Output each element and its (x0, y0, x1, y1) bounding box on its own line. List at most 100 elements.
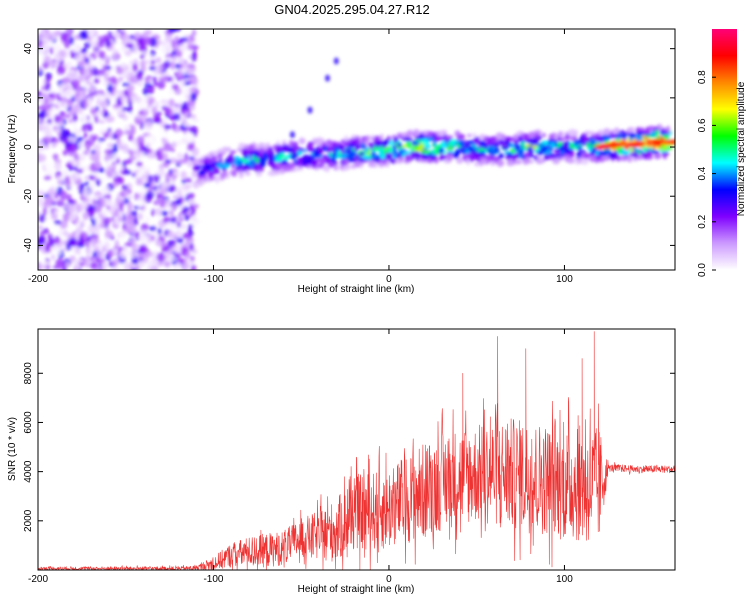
heatmap-ridge-blob (414, 130, 418, 137)
heatmap-ridge-blob (536, 156, 544, 163)
heatmap-ridge-blob (202, 166, 208, 173)
heatmap-ridge-blob (216, 162, 224, 169)
heatmap-noise-blob (126, 95, 132, 105)
heatmap-ridge-blob (486, 148, 493, 154)
heatmap-noise-blob (144, 216, 151, 224)
heatmap-ridge-blob (619, 142, 630, 148)
heatmap-noise-blob (59, 110, 66, 116)
heatmap-noise-blob (189, 125, 198, 135)
heatmap-noise-blob (156, 151, 163, 161)
heatmap-noise-blob (139, 54, 145, 59)
heatmap-noise-blob (187, 223, 194, 230)
heatmap-ridge-blob (362, 154, 369, 160)
heatmap-ridge-blob (293, 158, 298, 165)
heatmap-ridge-blob (478, 140, 486, 147)
heatmap-noise-blob (156, 252, 166, 263)
heatmap-noise-blob (84, 181, 90, 186)
heatmap-ridge-blob (569, 142, 574, 150)
heatmap-noise-blob (181, 68, 187, 75)
heatmap-ridge-blob (437, 130, 445, 137)
heatmap-noise-blob (143, 148, 152, 154)
heatmap-noise-blob (43, 201, 49, 208)
heatmap-noise-blob (145, 190, 155, 199)
heatmap-ridge-blob (282, 159, 288, 164)
heatmap-ridge-blob (426, 130, 433, 139)
heatmap-noise-blob (38, 111, 46, 118)
heatmap-noise-blob (189, 114, 197, 119)
heatmap-ridge-blob (611, 133, 619, 139)
heatmap-noise-blob (76, 250, 82, 256)
heatmap-streak-blob (333, 57, 339, 65)
heatmap-noise-blob (161, 242, 167, 248)
heatmap-ridge-blob (427, 153, 433, 158)
heatmap-ridge-blob (580, 150, 587, 154)
heatmap-noise-blob (125, 43, 134, 49)
heatmap-noise-blob (121, 114, 128, 121)
heatmap-noise-blob (190, 264, 197, 270)
heatmap-noise-blob (38, 214, 46, 223)
colorbar-tick-label: 0.8 (697, 70, 708, 84)
heatmap-noise-blob (72, 247, 78, 253)
heatmap-ridge-blob (348, 151, 356, 156)
heatmap-ridge-blob (635, 135, 644, 141)
heatmap-noise-blob (72, 79, 80, 87)
heatmap-ridge-blob (614, 127, 620, 135)
heatmap-noise-blob (98, 126, 108, 134)
heatmap-ridge-blob (298, 137, 306, 145)
heatmap-noise-blob (62, 150, 68, 156)
heatmap-noise-blob (38, 196, 43, 204)
heatmap-noise-blob (167, 230, 175, 239)
heatmap-noise-blob (39, 231, 46, 236)
heatmap-ridge-blob (379, 161, 383, 168)
heatmap-ridge-blob (538, 142, 543, 150)
heatmap-noise-blob (176, 237, 184, 244)
heatmap-noise-blob (67, 203, 76, 213)
heatmap-ridge-blob (621, 149, 629, 156)
heatmap-noise-blob (168, 88, 174, 96)
heatmap-ridge-blob (477, 151, 486, 156)
heatmap-noise-blob (138, 260, 146, 268)
heatmap-noise-blob (124, 159, 133, 165)
heatmap-ridge-blob (306, 145, 310, 149)
heatmap-ridge-blob (567, 157, 575, 164)
heatmap-noise-blob (67, 198, 75, 205)
heatmap-noise-blob (191, 77, 198, 86)
heatmap-ridge-blob (418, 142, 425, 150)
heatmap-ridge-blob (603, 128, 611, 136)
heatmap-ridge-blob (518, 150, 524, 156)
heatmap-noise-blob (93, 161, 102, 171)
heatmap-noise-blob (64, 137, 69, 145)
heatmap-ridge-blob (313, 139, 320, 143)
heatmap-noise-blob (158, 163, 164, 170)
heatmap-noise-blob (185, 131, 190, 140)
heatmap-noise-blob (135, 181, 145, 186)
heatmap-noise-blob (48, 237, 55, 247)
heatmap-noise-blob (161, 180, 171, 191)
heatmap-ridge-blob (661, 145, 668, 152)
heatmap-ridge-blob (636, 131, 645, 136)
heatmap-noise-blob (171, 121, 177, 131)
colorbar: 0.0 0.2 0.4 0.6 0.8 Normalized spectral ampl… (697, 29, 747, 277)
heatmap-ridge-blob (272, 169, 280, 176)
heatmap-ridge-blob (303, 148, 307, 153)
heatmap-noise-blob (44, 161, 54, 171)
heatmap-noise-blob (66, 29, 72, 34)
heatmap-noise-blob (80, 127, 88, 132)
heatmap-noise-blob (93, 224, 101, 232)
heatmap-noise-blob (63, 169, 68, 177)
heatmap-noise-blob (111, 77, 118, 85)
heatmap-noise-blob (153, 200, 160, 206)
heatmap-ridge-blob (193, 158, 201, 165)
heatmap-ridge-blob (528, 159, 534, 164)
heatmap-noise-blob (168, 98, 175, 108)
heatmap-noise-blob (38, 244, 46, 251)
heatmap-noise-blob (119, 29, 129, 32)
heatmap-noise-blob (139, 121, 145, 130)
heatmap-noise-blob (147, 139, 156, 146)
heatmap-noise-blob (111, 152, 118, 162)
heatmap-noise-blob (62, 229, 69, 237)
heatmap-noise-blob (42, 206, 48, 217)
heatmap-noise-blob (165, 159, 172, 164)
heatmap-noise-blob (142, 112, 148, 118)
heatmap-ridge-blob (596, 144, 607, 150)
